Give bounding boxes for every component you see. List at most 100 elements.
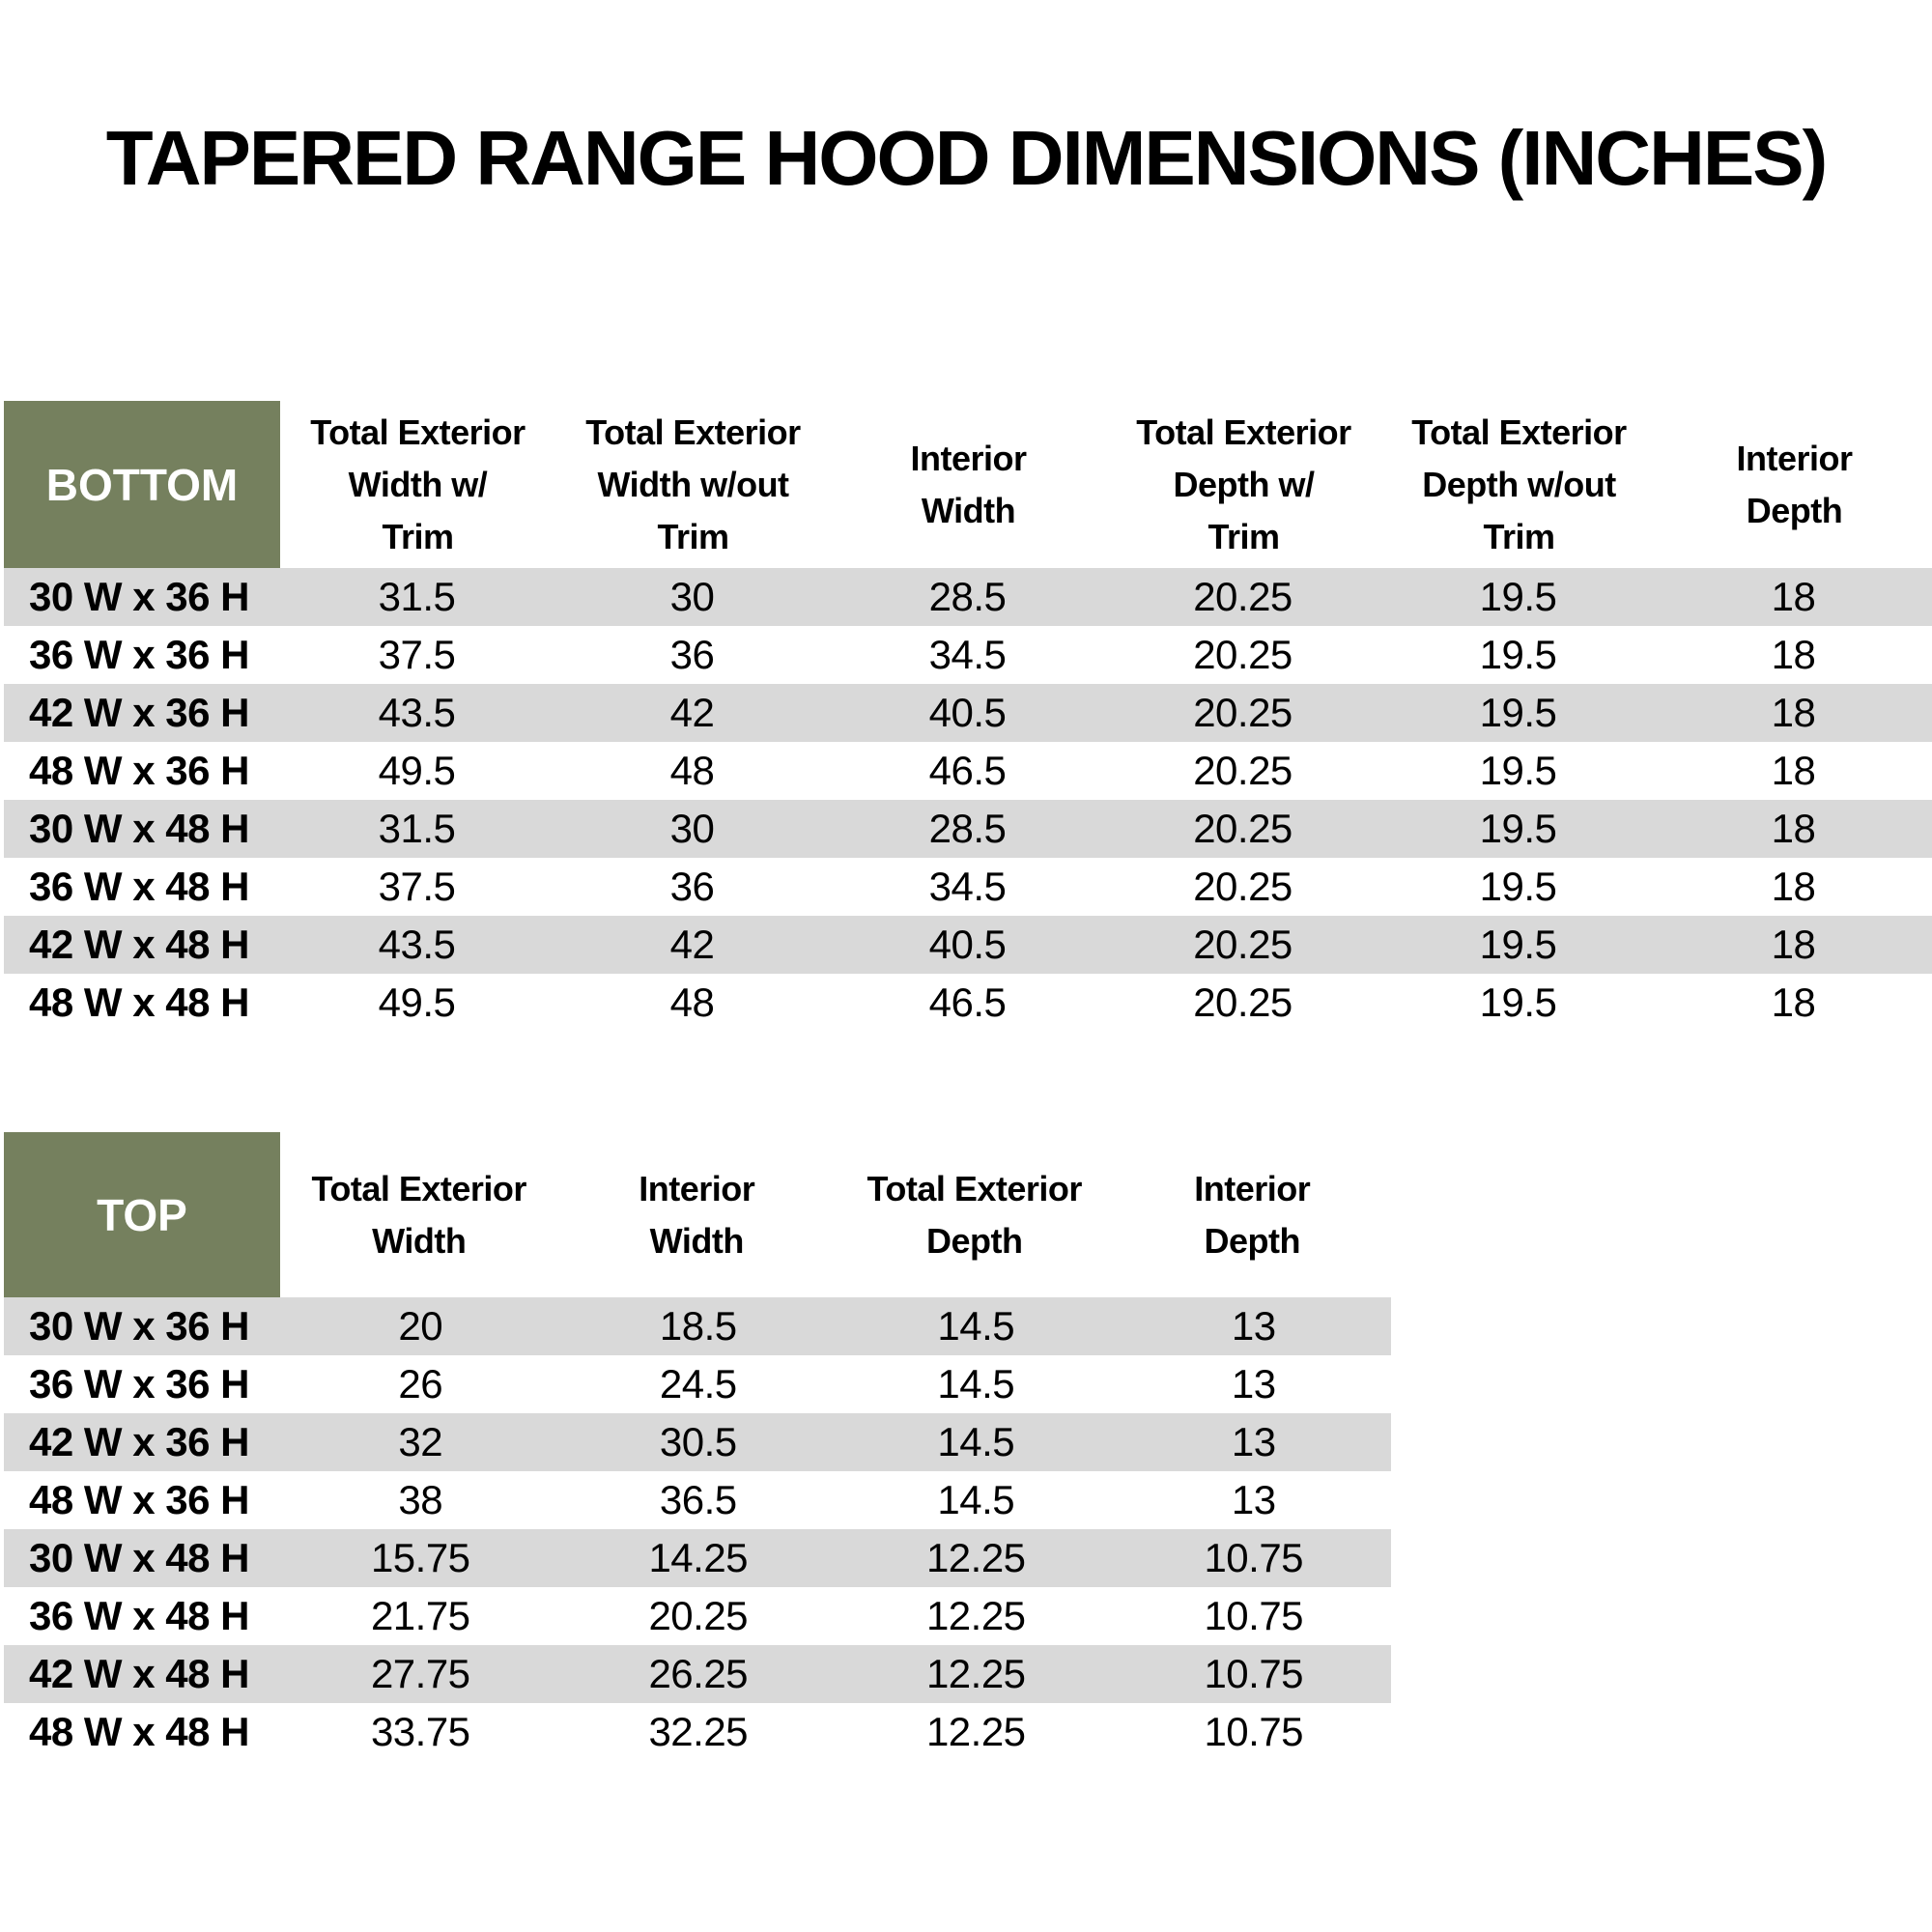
bottom-table-body: 30 W x 36 H 31.5 30 28.5 20.25 19.5 18 3… [4,568,1932,1032]
cell: 20.25 [1193,806,1293,851]
table-row: 48 W x 36 H 38 36.5 14.5 13 [4,1471,1391,1529]
cell: 43.5 [378,690,456,735]
cell: 18 [1771,922,1816,967]
cell: 14.5 [937,1303,1015,1349]
cell: 10.75 [1204,1535,1304,1580]
table-row: 30 W x 36 H 20 18.5 14.5 13 [4,1297,1391,1355]
cell: 49.5 [378,748,456,793]
row-label: 36 W x 48 H [29,864,249,909]
table-row: 42 W x 36 H 32 30.5 14.5 13 [4,1413,1391,1471]
cell: 19.5 [1479,980,1557,1025]
cell: 14.5 [937,1361,1015,1406]
cell: 20.25 [1193,922,1293,967]
cell: 18.5 [659,1303,737,1349]
cell: 37.5 [378,864,456,909]
cell: 37.5 [378,632,456,677]
cell: 10.75 [1204,1709,1304,1754]
cell: 48 [669,748,715,793]
cell: 14.5 [937,1419,1015,1464]
cell: 20.25 [1193,980,1293,1025]
cell: 19.5 [1479,748,1557,793]
table-row: 48 W x 36 H 49.5 48 46.5 20.25 19.5 18 [4,742,1932,800]
cell: 30.5 [659,1419,737,1464]
cell: 12.25 [925,1709,1026,1754]
row-label: 30 W x 48 H [29,806,249,851]
bottom-table-corner-cell: BOTTOM [4,401,280,568]
cell: 31.5 [378,574,456,619]
cell: 28.5 [928,806,1007,851]
cell: 14.5 [937,1477,1015,1522]
cell: 18 [1771,806,1816,851]
row-label: 42 W x 48 H [29,922,249,967]
top-table-body: 30 W x 36 H 20 18.5 14.5 13 36 W x 36 H … [4,1297,1391,1761]
cell: 32 [398,1419,443,1464]
cell: 20.25 [1193,690,1293,735]
cell: 36 [669,864,715,909]
top-table-header-row: TOP Total Exterior Width Interior Width … [4,1132,1391,1297]
cell: 34.5 [928,864,1007,909]
row-label: 30 W x 36 H [29,574,249,619]
bottom-table-header-row: BOTTOM Total Exterior Width w/ Trim Tota… [4,401,1932,568]
cell: 12.25 [925,1651,1026,1696]
top-dimensions-table: TOP Total Exterior Width Interior Width … [4,1132,1391,1761]
row-label: 42 W x 36 H [29,690,249,735]
cell: 14.25 [648,1535,749,1580]
cell: 30 [669,806,715,851]
column-header: Total Exterior Width w/ Trim [310,412,526,556]
cell: 20.25 [1193,632,1293,677]
table-row: 30 W x 36 H 31.5 30 28.5 20.25 19.5 18 [4,568,1932,626]
cell: 26.25 [648,1651,749,1696]
cell: 19.5 [1479,690,1557,735]
cell: 15.75 [370,1535,470,1580]
cell: 13 [1231,1361,1276,1406]
row-label: 48 W x 48 H [29,980,249,1025]
table-row: 48 W x 48 H 49.5 48 46.5 20.25 19.5 18 [4,974,1932,1032]
cell: 40.5 [928,922,1007,967]
table-row: 36 W x 36 H 37.5 36 34.5 20.25 19.5 18 [4,626,1932,684]
cell: 18 [1771,980,1816,1025]
cell: 18 [1771,748,1816,793]
cell: 12.25 [925,1535,1026,1580]
cell: 12.25 [925,1593,1026,1638]
cell: 34.5 [928,632,1007,677]
top-table-corner-cell: TOP [4,1132,280,1297]
cell: 18 [1771,864,1816,909]
cell: 36.5 [659,1477,737,1522]
cell: 13 [1231,1303,1276,1349]
cell: 10.75 [1204,1593,1304,1638]
cell: 43.5 [378,922,456,967]
cell: 10.75 [1204,1651,1304,1696]
row-label: 42 W x 36 H [29,1419,249,1464]
table-row: 42 W x 48 H 27.75 26.25 12.25 10.75 [4,1645,1391,1703]
cell: 19.5 [1479,806,1557,851]
cell: 19.5 [1479,632,1557,677]
cell: 18 [1771,574,1816,619]
cell: 20.25 [648,1593,749,1638]
cell: 46.5 [928,748,1007,793]
table-row: 42 W x 36 H 43.5 42 40.5 20.25 19.5 18 [4,684,1932,742]
cell: 27.75 [370,1651,470,1696]
cell: 18 [1771,690,1816,735]
cell: 19.5 [1479,574,1557,619]
row-label: 48 W x 48 H [29,1709,249,1754]
cell: 20.25 [1193,864,1293,909]
cell: 19.5 [1479,864,1557,909]
cell: 28.5 [928,574,1007,619]
cell: 18 [1771,632,1816,677]
cell: 49.5 [378,980,456,1025]
column-header: Interior Depth [1194,1168,1311,1261]
cell: 31.5 [378,806,456,851]
page-title: TAPERED RANGE HOOD DIMENSIONS (INCHES) [105,115,1828,201]
row-label: 30 W x 36 H [29,1303,249,1349]
row-label: 36 W x 48 H [29,1593,249,1638]
row-label: 36 W x 36 H [29,632,249,677]
column-header: Total Exterior Depth w/out Trim [1411,412,1627,556]
table-row: 36 W x 48 H 37.5 36 34.5 20.25 19.5 18 [4,858,1932,916]
table-row: 30 W x 48 H 15.75 14.25 12.25 10.75 [4,1529,1391,1587]
column-header: Interior Depth [1736,438,1853,530]
row-label: 30 W x 48 H [29,1535,249,1580]
cell: 24.5 [659,1361,737,1406]
table-row: 48 W x 48 H 33.75 32.25 12.25 10.75 [4,1703,1391,1761]
column-header: Total Exterior Depth w/ Trim [1136,412,1351,556]
